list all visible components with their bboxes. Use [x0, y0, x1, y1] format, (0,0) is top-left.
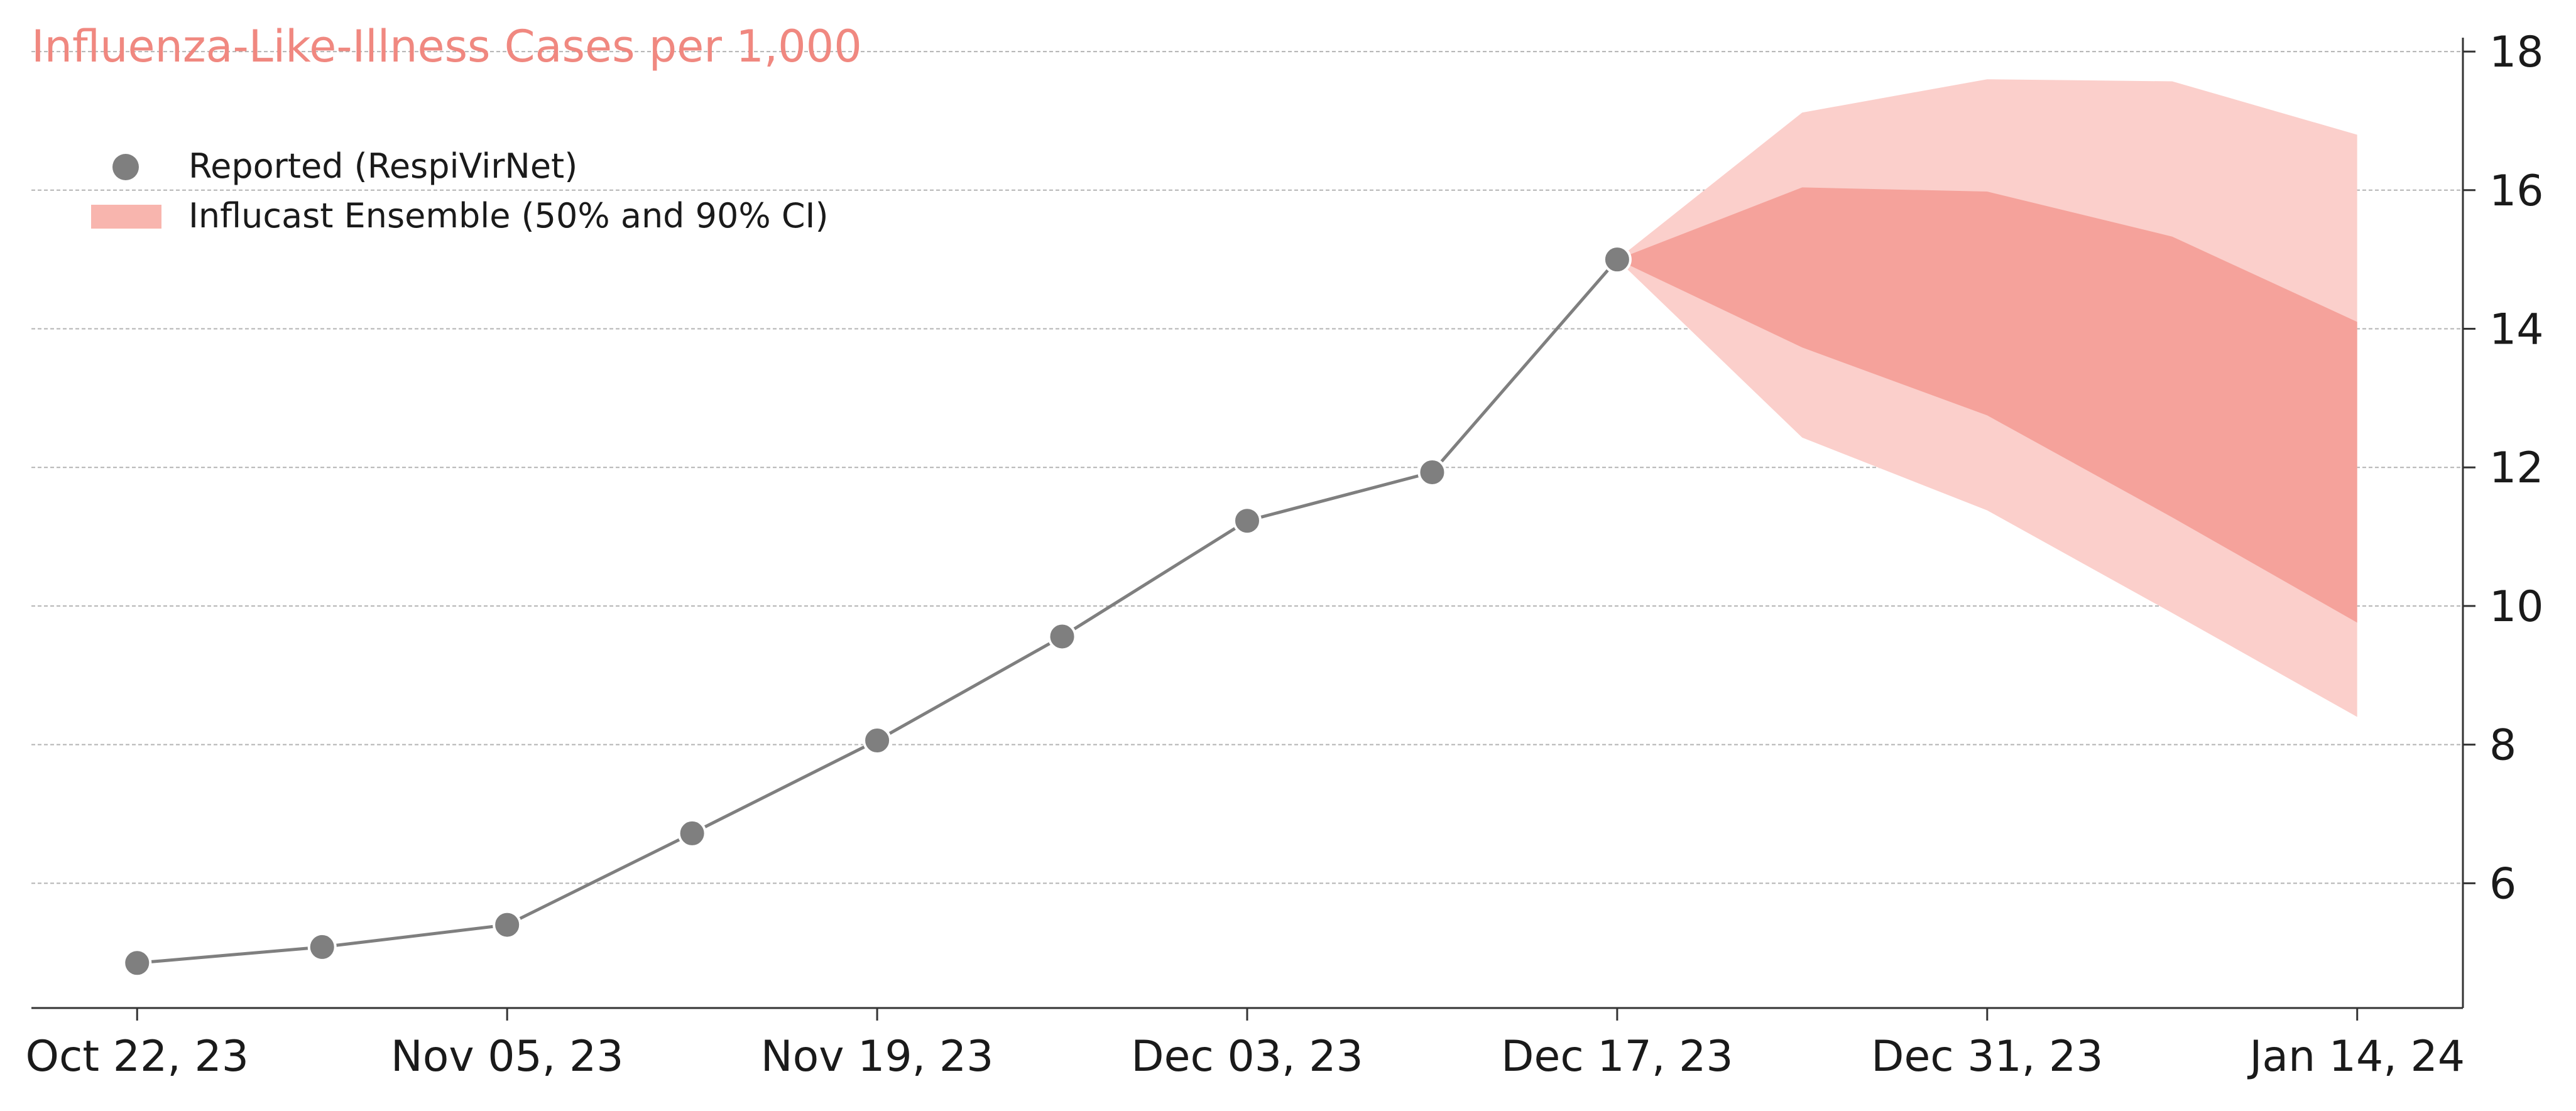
reported-point-5	[1047, 622, 1077, 651]
chart-title: Influenza-Like-Illness Cases per 1,000	[31, 21, 862, 72]
axes: Oct 22, 23 Nov 05, 23 Nov 19, 23 Dec 03, 23…	[26, 28, 2544, 1081]
reported-point-3	[677, 818, 707, 848]
y-tick-label-18: 18	[2489, 28, 2544, 77]
legend: Reported (RespiVirNet) Influcast Ensembl…	[91, 146, 829, 236]
title-group: Influenza-Like-Illness Cases per 1,000	[31, 21, 862, 72]
legend-label-reported: Reported (RespiVirNet)	[188, 146, 577, 186]
y-tick-label-10: 10	[2489, 582, 2544, 632]
x-tick-label-0: Oct 22, 23	[26, 1032, 249, 1081]
band-50-ci	[1617, 187, 2357, 623]
reported-series	[123, 245, 1632, 978]
legend-label-ensemble: Influcast Ensemble (50% and 90% CI)	[188, 196, 829, 236]
legend-marker-reported	[112, 154, 139, 180]
x-tick-label-3: Dec 03, 23	[1131, 1032, 1363, 1081]
reported-point-4	[863, 726, 892, 756]
legend-patch-ensemble	[91, 205, 161, 229]
x-tick-label-4: Dec 17, 23	[1501, 1032, 1733, 1081]
x-tick-label-5: Dec 31, 23	[1871, 1032, 2103, 1081]
reported-line	[137, 258, 1618, 965]
y-tick-label-8: 8	[2489, 721, 2516, 771]
reported-point-6	[1233, 506, 1262, 536]
y-tick-label-16: 16	[2489, 166, 2544, 216]
reported-point-7	[1417, 457, 1447, 487]
gridlines	[31, 51, 2463, 884]
x-tick-label-6: Jan 14, 24	[2247, 1032, 2465, 1081]
y-tick-label-12: 12	[2489, 443, 2544, 493]
reported-point-1	[307, 932, 337, 962]
forecast-bands	[1617, 79, 2357, 717]
y-tick-label-6: 6	[2489, 859, 2516, 909]
reported-point-2	[493, 910, 522, 940]
reported-point-8	[1602, 245, 1632, 274]
reported-point-0	[123, 948, 152, 978]
y-tick-label-14: 14	[2489, 305, 2544, 355]
x-tick-label-2: Nov 19, 23	[761, 1032, 994, 1081]
x-tick-label-1: Nov 05, 23	[391, 1032, 624, 1081]
